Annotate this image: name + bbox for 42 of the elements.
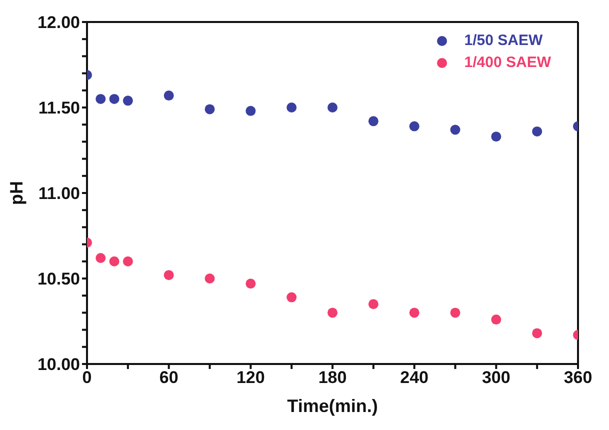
point [204, 104, 215, 114]
point [409, 308, 420, 318]
point [246, 278, 256, 289]
legend-label: 1/400 SAEW [464, 53, 551, 73]
x-axis-title: Time(min.) [287, 396, 378, 416]
point [246, 106, 256, 116]
point [109, 94, 120, 104]
y-tick-label: 11.50 [38, 98, 80, 118]
point [122, 256, 133, 266]
x-tick-label: 240 [400, 368, 429, 388]
point [286, 102, 297, 112]
point [328, 102, 338, 112]
point [450, 124, 460, 135]
x-tick-label: 120 [236, 368, 265, 388]
point [532, 328, 542, 338]
point [204, 274, 215, 284]
y-axis-title: pH [6, 181, 26, 205]
point [368, 116, 378, 126]
point [96, 94, 106, 104]
y-tick-label: 12.00 [37, 13, 80, 32]
point [164, 90, 174, 101]
point [286, 292, 297, 302]
y-tick-label: 11.00 [38, 184, 80, 204]
point [450, 308, 460, 318]
x-tick-label: 300 [482, 368, 510, 388]
y-tick-label: 10.00 [37, 355, 80, 374]
point [409, 121, 420, 132]
point [491, 314, 502, 325]
point [109, 256, 120, 266]
x-tick-label: 60 [159, 368, 178, 388]
point [122, 96, 133, 106]
point [328, 308, 338, 318]
point [491, 132, 502, 142]
x-tick-label: 180 [318, 368, 347, 388]
point [164, 270, 174, 280]
point [96, 252, 106, 263]
point [532, 126, 542, 136]
point [368, 299, 378, 310]
y-tick-label: 10.50 [37, 270, 80, 289]
x-tick-label: 0 [82, 368, 92, 388]
legend-label: 1/50 SAEW [464, 31, 543, 51]
x-tick-label: 360 [564, 368, 592, 388]
